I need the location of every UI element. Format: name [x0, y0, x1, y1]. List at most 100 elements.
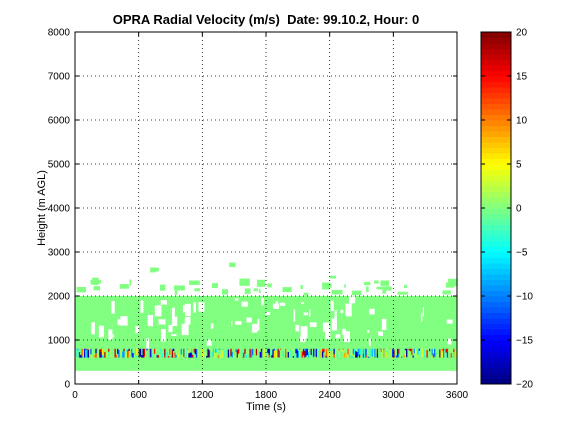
low-band-cell — [379, 349, 381, 358]
colorbar-segment — [481, 180, 511, 187]
low-band-cell — [123, 348, 126, 352]
low-band-cell — [231, 351, 234, 358]
low-band-cell — [315, 357, 318, 358]
low-band-cell — [192, 348, 194, 355]
low-band-cell — [232, 348, 235, 356]
data-gap — [265, 311, 271, 316]
low-band-cell — [264, 356, 267, 358]
low-band-cell — [248, 348, 250, 354]
low-band-cell — [157, 348, 160, 356]
low-band-cell — [311, 348, 314, 352]
low-band-cell — [136, 348, 138, 356]
low-band-cell — [99, 349, 101, 358]
low-band-cell — [392, 348, 394, 358]
low-band-cell — [120, 356, 123, 358]
low-band-cell — [94, 348, 96, 355]
low-band-cell — [365, 348, 367, 355]
low-band-cell — [75, 349, 77, 358]
low-band-cell — [81, 356, 84, 358]
low-band-cell — [389, 349, 392, 358]
low-band-cell — [165, 351, 168, 358]
low-band-cell — [364, 348, 366, 350]
low-band-cell — [155, 348, 157, 356]
low-band-cell — [245, 354, 248, 358]
low-band-cell — [223, 348, 226, 351]
low-band-cell — [129, 348, 132, 354]
colorbar-segment — [481, 235, 511, 242]
low-band-cell — [171, 350, 174, 358]
data-gap — [135, 326, 139, 334]
low-band-cell — [236, 349, 239, 358]
low-band-cell — [352, 348, 355, 355]
low-band-cell — [225, 355, 227, 358]
low-band-cell — [421, 356, 424, 358]
low-band-cell — [173, 348, 175, 352]
low-band-cell — [250, 349, 253, 358]
low-band-cell — [165, 348, 168, 352]
low-band-cell — [431, 348, 434, 356]
low-band-cell — [131, 356, 133, 358]
low-band-cell — [260, 348, 263, 351]
x-tick-label: 1200 — [191, 390, 214, 401]
low-band-cell — [221, 348, 224, 351]
low-band-cell — [101, 348, 104, 356]
low-band-cell — [257, 356, 259, 358]
low-band-cell — [120, 348, 123, 357]
low-band-cell — [376, 353, 379, 358]
low-band-cell — [232, 355, 235, 358]
colorbar-segment — [481, 224, 511, 231]
data-gap — [368, 338, 371, 346]
sparse-return — [194, 288, 201, 292]
low-band-cell — [350, 355, 352, 358]
low-band-cell — [301, 351, 304, 358]
low-band-cell — [297, 350, 300, 358]
low-band-cell — [375, 349, 378, 358]
low-band-cell — [209, 350, 212, 358]
low-band-cell — [329, 351, 332, 358]
low-band-cell — [187, 349, 189, 358]
low-band-cell — [208, 350, 211, 358]
low-band-cell — [393, 349, 396, 358]
low-band-cell — [119, 349, 122, 358]
colorbar-tick-label: 20 — [516, 28, 528, 39]
data-gap — [160, 329, 166, 342]
low-band-cell — [240, 348, 243, 352]
low-band-cell — [316, 351, 319, 358]
low-band-cell — [96, 348, 99, 358]
low-band-cell — [320, 348, 323, 352]
x-tick-label: 2400 — [319, 390, 342, 401]
y-tick-label: 8000 — [48, 28, 71, 39]
low-band-cell — [267, 348, 269, 353]
low-band-cell — [122, 351, 124, 358]
low-band-cell — [187, 348, 189, 350]
low-band-cell — [143, 348, 146, 357]
low-band-cell — [446, 351, 449, 358]
colorbar-segment — [481, 48, 511, 55]
sparse-return — [129, 279, 132, 286]
low-band-cell — [450, 348, 453, 353]
low-band-cell — [416, 351, 418, 358]
sparse-return — [366, 286, 369, 293]
low-band-cell — [398, 353, 401, 358]
low-band-cell — [86, 349, 89, 358]
low-band-cell — [451, 356, 454, 358]
data-gap — [234, 298, 239, 301]
low-band-cell — [372, 348, 375, 355]
low-band-cell — [133, 351, 136, 358]
low-band-cell — [276, 350, 278, 358]
low-band-cell — [198, 352, 201, 358]
low-band-cell — [246, 348, 249, 351]
low-band-cell — [346, 352, 348, 358]
low-band-cell — [141, 348, 143, 356]
low-band-cell — [87, 349, 90, 358]
low-band-cell — [137, 348, 140, 356]
low-band-cell — [453, 348, 455, 352]
low-band-cell — [240, 351, 243, 358]
x-tick-label: 3600 — [446, 390, 469, 401]
low-band-cell — [115, 348, 118, 355]
low-band-cell — [370, 348, 373, 350]
low-band-cell — [319, 348, 322, 351]
data-gap — [378, 331, 384, 336]
data-gap — [279, 302, 286, 306]
low-band-cell — [208, 348, 211, 351]
